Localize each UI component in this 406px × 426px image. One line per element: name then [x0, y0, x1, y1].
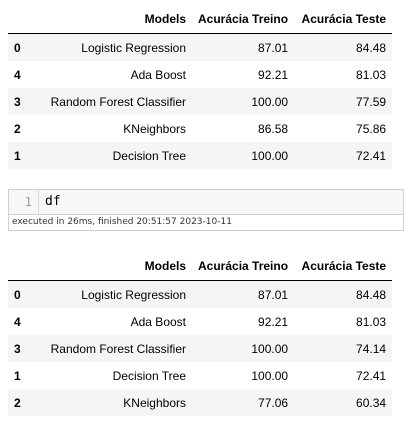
- model-cell: Ada Boost: [130, 314, 186, 329]
- train-accuracy-cell: 87.01: [258, 40, 289, 55]
- test-accuracy-cell: 74.14: [356, 341, 387, 356]
- index-header: [8, 252, 30, 281]
- code-cell-input[interactable]: 1 df: [8, 189, 404, 215]
- model-cell: Random Forest Classifier: [50, 94, 186, 109]
- table-header-row: Models Acurácia Treino Acurácia Teste: [8, 252, 393, 281]
- table-row: 3 Random Forest Classifier 100.00 74.14: [8, 335, 393, 362]
- train-accuracy-cell: 100.00: [251, 341, 289, 356]
- row-index: 3: [14, 94, 21, 109]
- model-cell: Random Forest Classifier: [50, 341, 186, 356]
- row-index: 3: [14, 341, 21, 356]
- table-row: 1 Decision Tree 100.00 72.41: [8, 142, 393, 169]
- model-cell: Logistic Regression: [81, 40, 186, 55]
- column-header-train-accuracy: Acurácia Treino: [192, 5, 295, 34]
- test-accuracy-cell: 84.48: [356, 287, 387, 302]
- train-accuracy-cell: 92.21: [258, 67, 289, 82]
- model-cell: Ada Boost: [130, 67, 186, 82]
- row-index: 1: [14, 368, 21, 383]
- dataframe-output-after: Models Acurácia Treino Acurácia Teste 0 …: [8, 252, 393, 416]
- index-header: [8, 5, 30, 34]
- execution-status: executed in 26ms, finished 20:51:57 2023…: [8, 215, 404, 231]
- model-cell: KNeighbors: [123, 395, 186, 410]
- row-index: 0: [14, 287, 21, 302]
- train-accuracy-cell: 87.01: [258, 287, 289, 302]
- table-row: 0 Logistic Regression 87.01 84.48: [8, 33, 393, 61]
- model-cell: Decision Tree: [112, 148, 186, 163]
- table-row: 3 Random Forest Classifier 100.00 77.59: [8, 88, 393, 115]
- column-header-models: Models: [30, 252, 192, 281]
- test-accuracy-cell: 84.48: [356, 40, 387, 55]
- train-accuracy-cell: 86.58: [258, 121, 289, 136]
- row-index: 4: [14, 314, 21, 329]
- test-accuracy-cell: 72.41: [356, 368, 387, 383]
- row-index: 2: [14, 395, 21, 410]
- table-row: 0 Logistic Regression 87.01 84.48: [8, 280, 393, 308]
- train-accuracy-cell: 92.21: [258, 314, 289, 329]
- train-accuracy-cell: 100.00: [251, 94, 289, 109]
- test-accuracy-cell: 77.59: [356, 94, 387, 109]
- table-row: 2 KNeighbors 77.06 60.34: [8, 389, 393, 416]
- column-header-test-accuracy: Acurácia Teste: [294, 252, 393, 281]
- test-accuracy-cell: 75.86: [356, 121, 387, 136]
- model-cell: Logistic Regression: [81, 287, 186, 302]
- row-index: 2: [14, 121, 21, 136]
- table-row: 4 Ada Boost 92.21 81.03: [8, 61, 393, 88]
- code-text[interactable]: df: [45, 194, 61, 209]
- train-accuracy-cell: 100.00: [251, 368, 289, 383]
- test-accuracy-cell: 72.41: [356, 148, 387, 163]
- model-cell: KNeighbors: [123, 121, 186, 136]
- table-row: 2 KNeighbors 86.58 75.86: [8, 115, 393, 142]
- column-header-test-accuracy: Acurácia Teste: [294, 5, 393, 34]
- train-accuracy-cell: 100.00: [251, 148, 289, 163]
- row-index: 4: [14, 67, 21, 82]
- row-index: 1: [14, 148, 21, 163]
- table-header-row: Models Acurácia Treino Acurácia Teste: [8, 5, 393, 34]
- test-accuracy-cell: 60.34: [356, 395, 387, 410]
- train-accuracy-cell: 77.06: [258, 395, 289, 410]
- test-accuracy-cell: 81.03: [356, 67, 387, 82]
- line-number: 1: [9, 190, 39, 214]
- test-accuracy-cell: 81.03: [356, 314, 387, 329]
- row-index: 0: [14, 40, 21, 55]
- dataframe-output-before: Models Acurácia Treino Acurácia Teste 0 …: [8, 5, 393, 169]
- model-cell: Decision Tree: [112, 368, 186, 383]
- table-row: 1 Decision Tree 100.00 72.41: [8, 362, 393, 389]
- column-header-train-accuracy: Acurácia Treino: [192, 252, 295, 281]
- table-row: 4 Ada Boost 92.21 81.03: [8, 308, 393, 335]
- column-header-models: Models: [30, 5, 192, 34]
